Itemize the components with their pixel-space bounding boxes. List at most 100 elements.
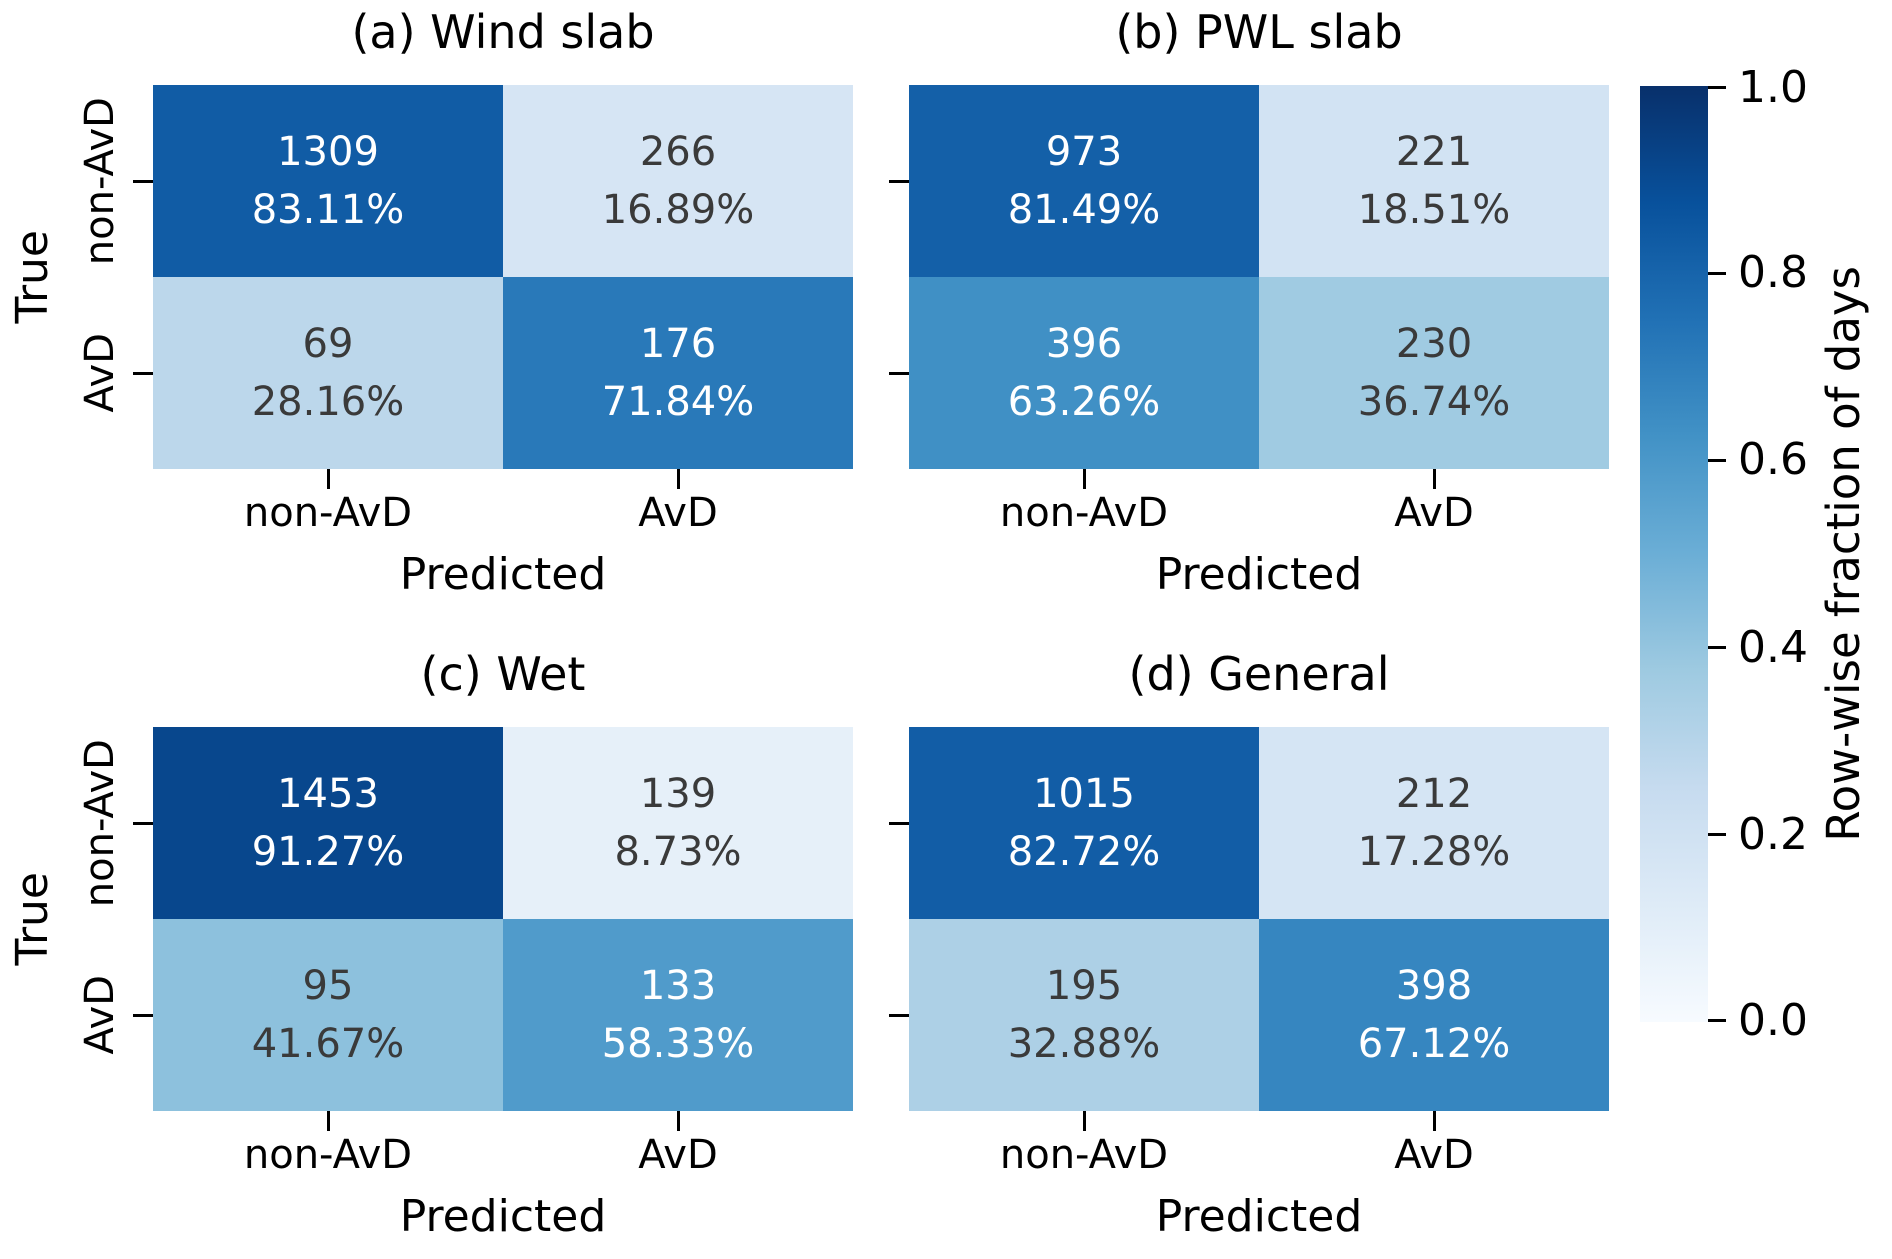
colorbar-tick-label: 1.0 <box>1738 62 1808 113</box>
matrix-cell-tn: 1453 91.27% <box>153 727 503 919</box>
cell-percent: 71.84% <box>601 379 755 425</box>
x-tick-mark <box>1083 469 1086 489</box>
y-tick-mark <box>889 180 909 183</box>
colorbar-tick-label: 0.8 <box>1738 247 1808 298</box>
cell-count: 212 <box>1395 771 1473 817</box>
y-axis-label-true: True <box>6 872 58 966</box>
x-tick-label-avd: AvD <box>1394 490 1474 536</box>
y-tick-label-avd: AvD <box>77 333 123 413</box>
x-tick-mark <box>327 469 330 489</box>
colorbar-tick-mark <box>1708 1019 1726 1022</box>
y-tick-mark <box>889 822 909 825</box>
cell-count: 398 <box>1395 963 1473 1009</box>
cell-percent: 82.72% <box>1007 829 1161 875</box>
y-tick-mark <box>133 1014 153 1017</box>
matrix-cell-fn: 195 32.88% <box>909 919 1259 1111</box>
y-tick-label-avd: AvD <box>77 975 123 1055</box>
y-tick-mark <box>889 1014 909 1017</box>
cell-count: 396 <box>1045 321 1123 367</box>
panel-a-title: (a) Wind slab <box>351 5 655 59</box>
cell-count: 195 <box>1045 963 1123 1009</box>
matrix-cell-fp: 266 16.89% <box>503 85 853 277</box>
cell-percent: 8.73% <box>614 829 742 875</box>
panel-a-wind-slab: (a) Wind slab True non-AvD AvD 1309 83.1… <box>7 7 853 597</box>
cell-percent: 17.28% <box>1357 829 1511 875</box>
cell-count: 95 <box>302 963 354 1009</box>
panel-b-title: (b) PWL slab <box>1115 5 1403 59</box>
cell-count: 176 <box>639 321 717 367</box>
panel-b-pwl-slab: (b) PWL slab 973 81.49% 221 18.51% 396 6… <box>889 7 1609 597</box>
matrix-cell-tp: 230 36.74% <box>1259 277 1609 469</box>
cell-percent: 81.49% <box>1007 187 1161 233</box>
cell-count: 973 <box>1045 129 1123 175</box>
y-tick-mark <box>133 822 153 825</box>
cell-percent: 16.89% <box>601 187 755 233</box>
x-axis-label-predicted: Predicted <box>1155 549 1363 600</box>
cell-count: 139 <box>639 771 717 817</box>
matrix-cell-fn: 396 63.26% <box>909 277 1259 469</box>
colorbar: 1.0 0.8 0.6 0.4 0.2 0.0 Row-wise fractio… <box>1640 66 1870 1043</box>
cell-percent: 36.74% <box>1357 379 1511 425</box>
cell-count: 221 <box>1395 129 1473 175</box>
x-tick-label-non-avd: non-AvD <box>243 490 413 536</box>
panel-c-title: (c) Wet <box>420 647 586 701</box>
confusion-matrix-b: 973 81.49% 221 18.51% 396 63.26% 230 36.… <box>909 85 1609 469</box>
cell-count: 230 <box>1395 321 1473 367</box>
panel-d-general: (d) General 1015 82.72% 212 17.28% 195 3… <box>889 649 1609 1239</box>
y-tick-label-non-avd: non-AvD <box>77 96 123 266</box>
colorbar-tick-label: 0.2 <box>1738 809 1808 860</box>
confusion-matrix-d: 1015 82.72% 212 17.28% 195 32.88% 398 67… <box>909 727 1609 1111</box>
matrix-cell-tn: 973 81.49% <box>909 85 1259 277</box>
matrix-cell-tp: 133 58.33% <box>503 919 853 1111</box>
matrix-cell-fp: 139 8.73% <box>503 727 853 919</box>
cell-percent: 32.88% <box>1007 1021 1161 1067</box>
colorbar-tick-mark <box>1708 272 1726 275</box>
cell-percent: 63.26% <box>1007 379 1161 425</box>
colorbar-tick-label: 0.4 <box>1738 622 1808 673</box>
panel-c-wet: (c) Wet True non-AvD AvD 1453 91.27% 139… <box>7 649 853 1239</box>
x-tick-label-avd: AvD <box>638 490 718 536</box>
x-tick-label-non-avd: non-AvD <box>999 490 1169 536</box>
y-tick-label-non-avd: non-AvD <box>77 738 123 908</box>
x-tick-mark <box>1083 1111 1086 1131</box>
cell-percent: 83.11% <box>251 187 405 233</box>
colorbar-tick-mark <box>1708 833 1726 836</box>
matrix-cell-fn: 69 28.16% <box>153 277 503 469</box>
x-axis-label-predicted: Predicted <box>399 549 607 600</box>
x-tick-mark <box>1433 1111 1436 1131</box>
cell-count: 1309 <box>277 129 379 175</box>
y-tick-mark <box>889 372 909 375</box>
matrix-cell-tn: 1309 83.11% <box>153 85 503 277</box>
x-tick-label-avd: AvD <box>638 1132 718 1178</box>
confusion-matrix-c: 1453 91.27% 139 8.73% 95 41.67% 133 58.3… <box>153 727 853 1111</box>
cell-percent: 58.33% <box>601 1021 755 1067</box>
cell-count: 133 <box>639 963 717 1009</box>
cell-percent: 67.12% <box>1357 1021 1511 1067</box>
y-axis-label-true: True <box>6 230 58 324</box>
matrix-cell-tn: 1015 82.72% <box>909 727 1259 919</box>
cell-percent: 41.67% <box>251 1021 405 1067</box>
colorbar-tick-label: 0.0 <box>1738 995 1808 1046</box>
x-tick-mark <box>327 1111 330 1131</box>
cell-count: 69 <box>302 321 354 367</box>
colorbar-tick-mark <box>1708 459 1726 462</box>
x-tick-label-avd: AvD <box>1394 1132 1474 1178</box>
colorbar-tick-mark <box>1708 646 1726 649</box>
matrix-cell-tp: 398 67.12% <box>1259 919 1609 1111</box>
colorbar-axis-label: Row-wise fraction of days <box>1816 266 1870 842</box>
cell-percent: 28.16% <box>251 379 405 425</box>
matrix-cell-fp: 221 18.51% <box>1259 85 1609 277</box>
x-tick-label-non-avd: non-AvD <box>243 1132 413 1178</box>
x-tick-label-non-avd: non-AvD <box>999 1132 1169 1178</box>
colorbar-tick-mark <box>1708 86 1726 89</box>
cell-percent: 18.51% <box>1357 187 1511 233</box>
x-axis-label-predicted: Predicted <box>399 1191 607 1242</box>
matrix-cell-tp: 176 71.84% <box>503 277 853 469</box>
confusion-matrix-a: 1309 83.11% 266 16.89% 69 28.16% 176 71.… <box>153 85 853 469</box>
x-tick-mark <box>1433 469 1436 489</box>
matrix-cell-fp: 212 17.28% <box>1259 727 1609 919</box>
matrix-cell-fn: 95 41.67% <box>153 919 503 1111</box>
colorbar-gradient <box>1640 86 1708 1022</box>
panel-d-title: (d) General <box>1128 647 1390 701</box>
